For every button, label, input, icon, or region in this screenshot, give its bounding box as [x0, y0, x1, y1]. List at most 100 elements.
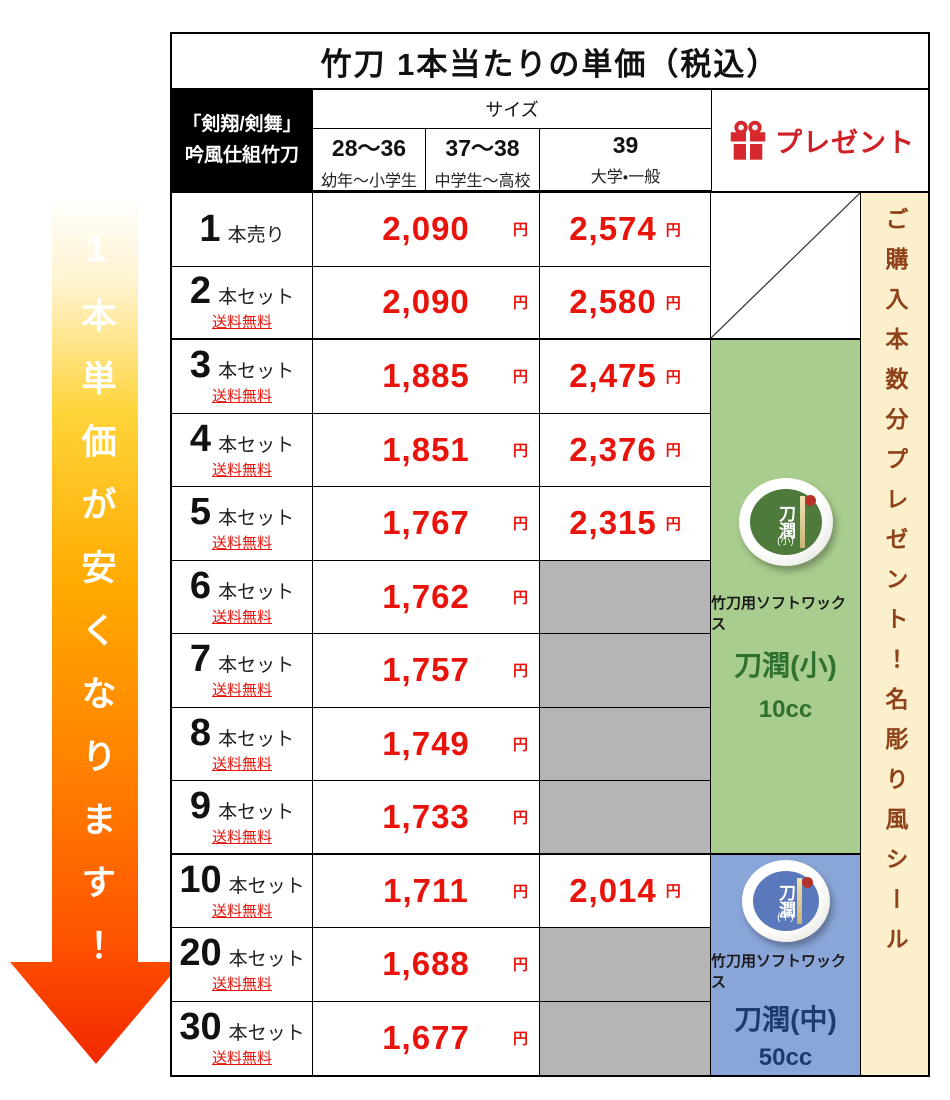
free-shipping-badge: 送料無料 — [211, 388, 272, 406]
tin-label-medium: 刀潤 (中) — [752, 870, 819, 931]
row-label-cell: 1 本売り — [172, 193, 313, 267]
row-label: 8 本セット — [190, 714, 294, 752]
price-value: 2,376 — [569, 430, 657, 468]
free-shipping-badge: 送料無料 — [211, 608, 272, 626]
free-shipping-badge: 送料無料 — [211, 755, 272, 773]
price-39-cell: 2,315 円 — [540, 487, 711, 561]
row-label-cell: 8 本セット 送料無料 — [172, 707, 313, 781]
price-value: 2,315 — [569, 504, 657, 542]
price-value: 2,475 — [569, 357, 657, 395]
yen-suffix: 円 — [665, 442, 681, 460]
price-39-cell: 2,574 円 — [540, 193, 711, 267]
product-name-cell: 「剣翔/剣舞」 吟風仕組竹刀 — [172, 90, 313, 191]
gift-tin-medium-image: 刀潤 (中) — [741, 859, 830, 942]
price-39-cell — [540, 634, 711, 708]
tin-sub: (小) — [777, 536, 794, 547]
price-39-cell — [540, 560, 711, 634]
product-name-line2: 吟風仕組竹刀 — [184, 145, 299, 166]
tin-name: 刀潤 — [776, 505, 795, 539]
row-unit: 本セット — [218, 581, 295, 603]
row-quantity: 7 — [189, 638, 212, 681]
gift-name: 刀潤(中) — [734, 1003, 837, 1035]
side-note-column: ご購入本数分プレゼント！名彫り風シール — [861, 193, 928, 1075]
row-label: 4 本セット — [190, 420, 294, 458]
price-39-cell — [540, 928, 711, 1002]
price-value: 2,090 — [382, 210, 470, 248]
price-value: 1,711 — [383, 871, 469, 909]
side-note-text: ご購入本数分プレゼント！名彫り風シール — [882, 207, 908, 967]
yen-suffix: 円 — [665, 515, 681, 533]
free-shipping-badge: 送料無料 — [211, 828, 272, 846]
yen-suffix: 円 — [512, 662, 528, 680]
price-value: 1,688 — [382, 945, 470, 983]
gift-name: 刀潤(小) — [734, 650, 837, 681]
free-shipping-badge: 送料無料 — [211, 314, 272, 332]
table-body: 刀潤 (小) 竹刀用ソフトワックス 刀潤(小) 10cc 刀潤 (中) 竹刀用ソ… — [172, 193, 928, 1075]
yen-suffix: 円 — [512, 368, 528, 386]
yen-suffix: 円 — [512, 1030, 528, 1048]
price-value: 1,851 — [382, 430, 470, 468]
yen-suffix: 円 — [665, 883, 681, 901]
row-unit: 本セット — [218, 361, 295, 383]
tin-stamp-icon — [804, 495, 816, 506]
size-audience: 中学生〜高校 — [434, 172, 531, 190]
row-quantity: 9 — [189, 784, 212, 827]
yen-suffix: 円 — [665, 368, 681, 386]
tin-stamp-icon — [801, 876, 813, 888]
gift-tagline: 竹刀用ソフトワックス — [711, 952, 847, 991]
no-gift-cell — [711, 193, 861, 340]
row-label: 2 本セット — [190, 272, 294, 310]
row-unit: 本セット — [218, 655, 295, 677]
size-col-39: 39 大学・一般 — [540, 129, 712, 191]
tin-sub: (中) — [777, 911, 794, 923]
yen-suffix: 円 — [665, 221, 681, 239]
yen-suffix: 円 — [512, 883, 528, 901]
yen-suffix: 円 — [512, 956, 528, 974]
yen-suffix: 円 — [512, 294, 528, 312]
arrow-caption: 1本単価が安くなります！ — [76, 230, 116, 990]
price-28-38-cell: 1,749 円 — [313, 707, 540, 781]
price-value: 1,733 — [382, 797, 470, 835]
price-28-38-cell: 1,851 円 — [313, 413, 540, 487]
row-quantity: 5 — [189, 491, 212, 534]
row-unit: 本セット — [218, 508, 295, 530]
price-39-cell: 2,014 円 — [540, 854, 711, 928]
row-label: 3 本セット — [190, 346, 294, 384]
row-label-cell: 4 本セット 送料無料 — [172, 413, 313, 487]
yen-suffix: 円 — [512, 589, 528, 607]
price-39-cell: 2,376 円 — [540, 413, 711, 487]
row-label: 5 本セット — [190, 493, 294, 531]
size-range: 37〜38 — [445, 134, 520, 161]
row-quantity: 6 — [189, 564, 212, 607]
row-quantity: 30 — [179, 1006, 222, 1049]
tin-bamboo-strip — [799, 496, 805, 548]
price-28-38-cell: 1,757 円 — [313, 634, 540, 708]
row-label: 7 本セット — [190, 640, 294, 678]
row-label-cell: 5 本セット 送料無料 — [172, 487, 313, 561]
table-header: 「剣翔/剣舞」 吟風仕組竹刀 サイズ 28〜36 幼年〜小学生 37〜38 中学… — [172, 90, 928, 193]
row-quantity: 10 — [179, 858, 222, 901]
row-label: 20 本セット — [179, 934, 304, 972]
price-28-38-cell: 1,711 円 — [313, 854, 540, 928]
price-value: 2,580 — [569, 283, 657, 321]
down-arrow-icon — [10, 196, 182, 1064]
present-label: プレゼント — [775, 128, 915, 158]
size-audience: 幼年〜小学生 — [320, 172, 417, 190]
discount-arrow: 1本単価が安くなります！ — [4, 192, 188, 1072]
free-shipping-badge: 送料無料 — [211, 682, 272, 700]
diagonal-line — [711, 193, 860, 338]
yen-suffix: 円 — [512, 809, 528, 827]
size-col-28-36: 28〜36 幼年〜小学生 — [313, 129, 426, 191]
tin-label-small: 刀潤 (小) — [749, 489, 822, 555]
price-28-38-cell: 2,090 円 — [313, 193, 540, 267]
free-shipping-badge: 送料無料 — [211, 461, 272, 479]
price-39-cell — [540, 707, 711, 781]
price-value: 1,749 — [382, 724, 470, 762]
row-label-cell: 20 本セット 送料無料 — [172, 928, 313, 1002]
row-label-cell: 2 本セット 送料無料 — [172, 266, 313, 340]
tin-bamboo-strip — [796, 877, 802, 924]
row-label: 9 本セット — [190, 787, 294, 825]
row-label: 1 本売り — [199, 210, 284, 248]
price-28-38-cell: 1,767 円 — [313, 487, 540, 561]
row-unit: 本売り — [227, 225, 285, 247]
